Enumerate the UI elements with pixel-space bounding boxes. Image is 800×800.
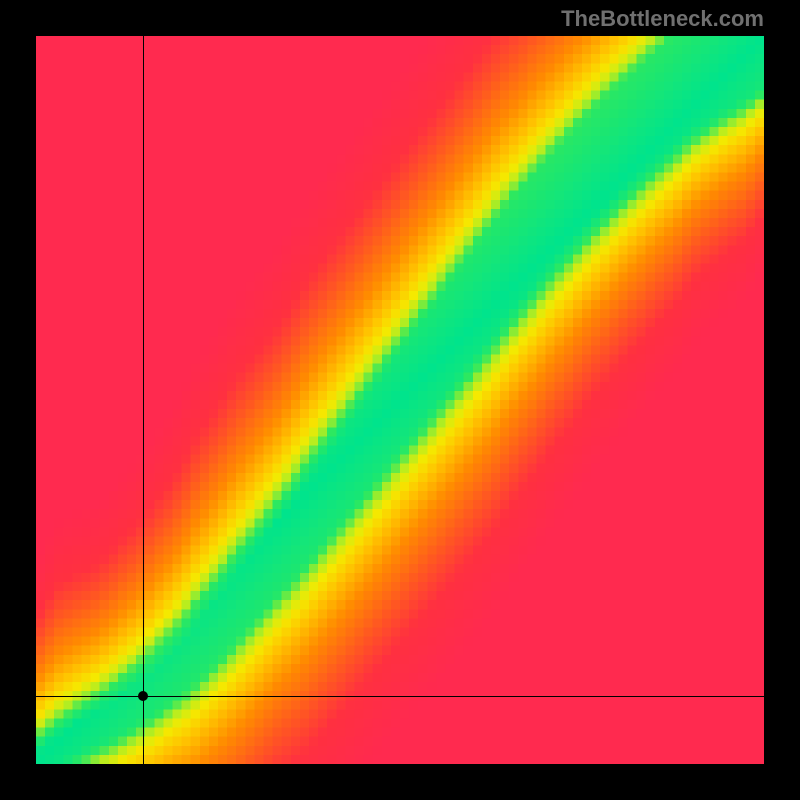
watermark-text: TheBottleneck.com bbox=[561, 6, 764, 32]
crosshair-vertical bbox=[143, 36, 144, 764]
chart-container: TheBottleneck.com bbox=[0, 0, 800, 800]
bottleneck-heatmap bbox=[36, 36, 764, 764]
crosshair-marker-dot bbox=[138, 691, 148, 701]
